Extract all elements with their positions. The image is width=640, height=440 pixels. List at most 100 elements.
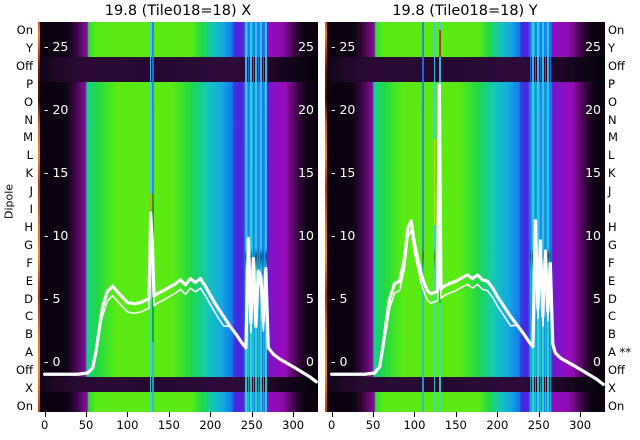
inner-y-tick-left: - 0 [44,353,61,369]
axis-label-k: K [608,166,616,181]
heatmap-vertical-features [325,22,605,412]
axis-label-l: L [26,148,33,163]
heatmap-panel-y[interactable]: - 0 0 - 5 5 - 10 10 - 15 15 - 20 20 - 25 25 [325,22,605,412]
axis-label-on: On [608,23,625,37]
axis-label-j: J [29,184,33,199]
vertical-feature-streak [245,22,247,412]
x-axis-tick [538,412,540,417]
vertical-feature-streak [247,22,250,412]
vertical-feature-streak [537,22,539,412]
vertical-feature-streak [532,22,534,412]
inner-y-tick-right: 0 [593,353,601,369]
inner-y-tick-left: - 10 [331,227,356,243]
axis-label-c: C [608,309,617,324]
heatmap-band [38,57,318,83]
inner-y-tick-right: 20 [298,102,314,118]
inner-y-tick-left: - 20 [331,102,356,118]
axis-label-x: X [25,381,33,396]
panel-title-y: 19.8 (Tile018=18) Y [392,3,538,19]
x-axis-right-panel: 0 50 100 150 200 250 300 [325,412,605,440]
x-axis-tick [127,412,129,417]
axis-label-o: O [608,94,618,109]
inner-y-tick-left: - 10 [44,227,69,243]
axis-label-d: D [608,291,617,306]
axis-label-j: J [608,184,612,199]
axis-label-off: Off [16,58,33,73]
heatmap-band [325,22,605,58]
spectral-line-marker [149,193,152,241]
inner-y-tick-right: 15 [298,164,314,180]
axis-label-b: B [608,327,616,342]
left-category-axis: On Y Off P O N M L K J I H G F E D C B A Off X On [0,22,36,413]
inner-y-tick-left: - 5 [331,290,348,306]
vertical-feature-streak [539,22,542,412]
edge-strip-x [38,22,40,412]
axis-label-off: Off [16,363,33,378]
heatmap-band [38,82,318,216]
x-axis-tick [293,412,295,417]
vertical-feature-streak [547,22,549,412]
inner-y-tick-right: 10 [585,227,601,243]
inner-y-tick-right: 0 [306,353,314,369]
vertical-feature-streak [421,22,424,412]
spectral-line-marker [152,193,154,342]
axis-label-g: G [608,237,617,252]
x-axis-tick [210,412,212,417]
inner-y-tick-right: 20 [585,102,601,118]
axis-label-off: Off [608,58,625,73]
inner-y-tick-right: 25 [298,39,314,55]
axis-label-e: E [608,273,616,288]
inner-y-tick-left: - 25 [331,39,356,55]
x-axis-tick-label: 100 [403,418,426,432]
axis-label-off: Off [608,363,625,378]
x-axis-tick [497,412,499,417]
x-axis-tick-label: 250 [527,418,550,432]
vertical-feature-streak [257,22,260,412]
vertical-feature-streak [262,22,265,412]
axis-label-d: D [24,291,33,306]
x-axis-tick-label: 0 [327,418,336,432]
x-axis-tick [86,412,88,417]
inner-y-tick-right: 15 [585,164,601,180]
spectral-line-marker [439,139,441,303]
vertical-feature-streak [542,22,544,412]
axis-label-a: A ** [608,345,632,360]
vertical-feature-streak [255,22,257,412]
axis-label-i: I [608,202,612,217]
axis-label-p: P [608,76,615,91]
axis-label-n: N [608,112,617,127]
x-axis-left-panel: 0 50 100 150 200 250 300 [38,412,318,440]
axis-label-l: L [608,148,615,163]
axis-label-c: C [24,309,33,324]
axis-label-x: X [608,381,616,396]
axis-label-f: F [26,255,33,270]
vertical-feature-streak [265,22,267,412]
inner-y-tick-left: - 0 [331,353,348,369]
axis-label-f: F [608,255,615,270]
right-category-axis: On Y Off P O N M L K J I H G F E D C B A ** Off X On [604,22,640,413]
x-axis-tick [373,412,375,417]
x-axis-tick [580,412,582,417]
axis-label-p: P [26,76,33,91]
x-axis-tick-label: 100 [116,418,139,432]
axis-label-k: K [25,166,33,181]
x-axis-tick-label: 50 [78,418,94,432]
x-axis-tick-label: 200 [199,418,222,432]
axis-label-on: On [16,399,33,413]
inner-y-tick-right: 5 [593,290,601,306]
inner-y-tick-left: - 25 [44,39,69,55]
axis-label-y: Y [25,40,33,55]
vertical-feature-streak [260,22,262,412]
heatmap-panel-x[interactable]: - 0 0 - 5 5 - 10 10 - 15 15 - 20 20 - 25 25 [38,22,318,412]
axis-label-m: M [608,130,618,145]
vertical-feature-streak [529,22,532,412]
x-axis-tick-label: 250 [240,418,263,432]
heatmap-band [325,57,605,83]
panel-title-x: 19.8 (Tile018=18) X [104,3,252,19]
heatmap-vertical-features [38,22,318,412]
axis-label-n: N [24,112,33,127]
inner-y-tick-right: 5 [306,290,314,306]
axis-label-i: I [29,202,33,217]
x-axis-tick [414,412,416,417]
x-axis-tick-label: 150 [157,418,180,432]
